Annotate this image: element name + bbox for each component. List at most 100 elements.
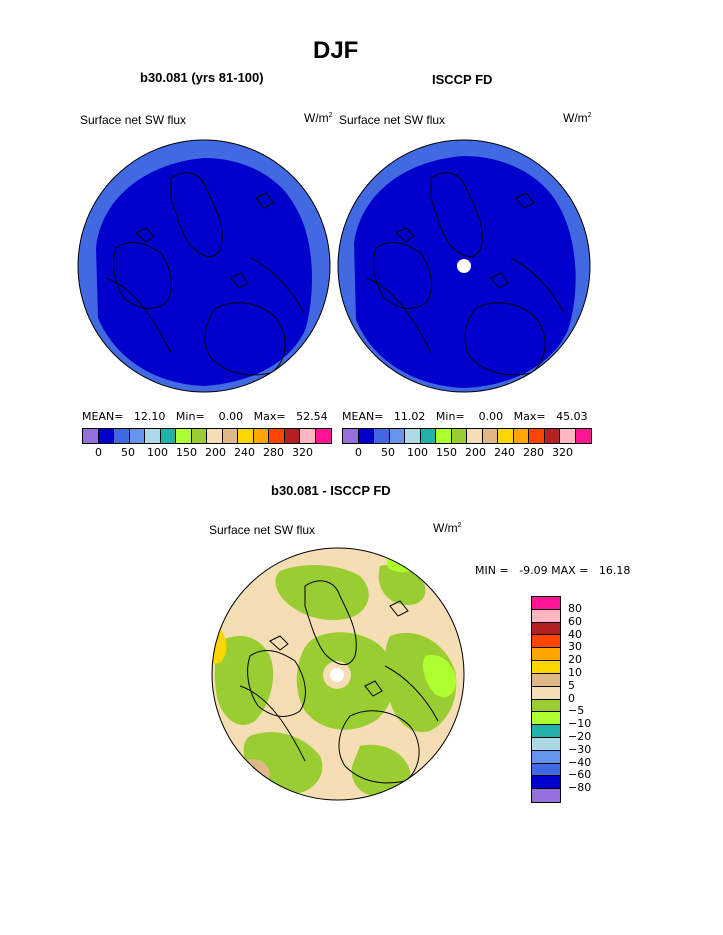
colorbar-tick-label: 20 (568, 653, 582, 667)
diff-pole-missing (330, 668, 344, 682)
colorbar-swatch (176, 429, 192, 443)
map-right-coastline-greenland (430, 172, 483, 258)
colorbar-swatch (405, 429, 421, 443)
diff-region-west-edge-tan (212, 615, 223, 629)
colorbar-swatch (269, 429, 285, 443)
colorbar-swatch (114, 429, 130, 443)
mean-value: 12.10 (133, 410, 166, 423)
colorbar-tick-label: 0 (95, 446, 102, 459)
colorbar-tick-label: 200 (205, 446, 226, 459)
colorbar-swatch (532, 597, 560, 610)
colorbar-tick-label: 100 (407, 446, 428, 459)
map-left-interior (96, 158, 312, 386)
diff-minmax: MIN = -9.09 MAX = 16.18 (475, 564, 630, 577)
colorbar-swatch (532, 609, 560, 623)
diff-coastline-islands (269, 600, 409, 697)
map-left-coastline-canada (113, 242, 172, 309)
colorbar-swatch (207, 429, 223, 443)
panel-left-title: b30.081 (yrs 81-100) (140, 70, 264, 85)
colorbar-tick-label: 320 (552, 446, 573, 459)
colorbar-swatch (532, 635, 560, 649)
colorbar-tick-label: 150 (436, 446, 457, 459)
colorbar-swatch (532, 737, 560, 751)
colorbar-swatch (532, 699, 560, 713)
colorbar-swatch (191, 429, 207, 443)
colorbar-swatch (532, 789, 560, 802)
diff-region-east-light (423, 654, 456, 698)
colorbar-swatch (374, 429, 390, 443)
colorbar-tick-label: −5 (568, 704, 585, 718)
colorbar-tick-label: 280 (263, 446, 284, 459)
panel-right-stats: MEAN= 11.02 Min= 0.00 Max= 45.03 (342, 410, 588, 423)
colorbar-tick-label: 200 (465, 446, 486, 459)
colorbar-tick-label: −20 (568, 730, 592, 743)
panel-right-title: ISCCP FD (432, 72, 493, 87)
map-right-coastline-islands (395, 192, 535, 289)
colorbar-swatch (532, 686, 560, 700)
colorbar-swatch (83, 429, 99, 443)
colorbar-right (342, 428, 592, 444)
colorbar-tick-label: −30 (568, 742, 592, 756)
diff-title: b30.081 - ISCCP FD (271, 483, 391, 498)
map-right-coastline-canada (373, 242, 432, 309)
colorbar-tick-label: 50 (121, 446, 135, 459)
panel-left-variable: Surface net SW flux (80, 113, 187, 127)
diff-coastline-canada (247, 650, 306, 717)
colorbar-tick-label: 100 (147, 446, 168, 459)
colorbar-swatch (532, 776, 560, 790)
colorbar-swatch (300, 429, 316, 443)
map-right-coastline-arcs (365, 257, 565, 354)
colorbar-tick-label: 240 (494, 446, 515, 459)
diff-variable: Surface net SW flux (209, 523, 316, 537)
colorbar-swatch (532, 725, 560, 738)
colorbar-tick-label: −40 (568, 755, 592, 769)
colorbar-tick-label: 30 (568, 640, 582, 654)
diff-max-label: MAX = (551, 564, 589, 577)
colorbar-swatch (238, 429, 254, 443)
map-left-coastline-islands (135, 192, 275, 289)
colorbar-swatch (222, 429, 238, 443)
map-right-pole-missing (457, 259, 471, 273)
colorbar-swatch (253, 429, 269, 443)
colorbar-tick-label: 280 (523, 446, 544, 459)
colorbar-swatch (498, 429, 514, 443)
colorbar-swatch (358, 429, 374, 443)
min-value: 0.00 (478, 410, 504, 423)
colorbar-swatch (482, 429, 498, 443)
colorbar-swatch (436, 429, 452, 443)
page-title: DJF (313, 37, 359, 64)
colorbar-tick-label: 5 (568, 678, 575, 692)
colorbar-swatch (532, 712, 560, 726)
max-label: Max= (513, 410, 546, 423)
colorbar-tick-label: 0 (568, 691, 575, 705)
colorbar-swatch (343, 429, 359, 443)
colorbar-swatch (389, 429, 405, 443)
map-left-coastline-arcs (105, 257, 305, 354)
diff-min-label: MIN = (475, 564, 509, 577)
colorbar-swatch (532, 622, 560, 636)
colorbar-swatch (575, 429, 591, 443)
min-label: Min= (175, 410, 205, 423)
min-value: 0.00 (218, 410, 244, 423)
diff-max-value: 16.18 (598, 564, 631, 577)
colorbar-swatch (532, 673, 560, 687)
diff-unit: W/m2 (433, 521, 462, 535)
colorbar-left (82, 428, 332, 444)
map-left-coastline-greenland (170, 172, 223, 258)
colorbar-swatch (98, 429, 114, 443)
colorbar-diff (531, 596, 561, 803)
colorbar-tick-label: 80 (568, 602, 582, 615)
colorbar-swatch (129, 429, 145, 443)
colorbar-swatch (451, 429, 467, 443)
colorbar-tick-label: 10 (568, 666, 582, 679)
max-label: Max= (253, 410, 286, 423)
colorbar-swatch (560, 429, 576, 443)
colorbar-swatch (145, 429, 161, 443)
diff-min-value: -9.09 (519, 564, 548, 577)
colorbar-swatch (532, 661, 560, 674)
panel-right-unit: W/m2 (563, 111, 592, 125)
colorbar-swatch (160, 429, 176, 443)
colorbar-swatch (529, 429, 545, 443)
max-value: 52.54 (296, 410, 328, 423)
colorbar-swatch (315, 429, 331, 443)
